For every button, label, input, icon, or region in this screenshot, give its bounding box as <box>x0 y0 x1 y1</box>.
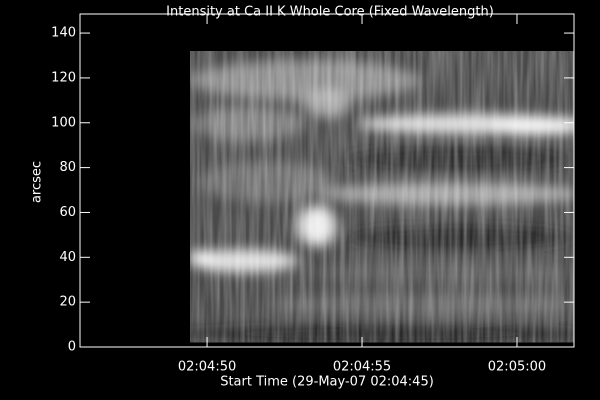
y-tick-label: 120 <box>51 70 76 85</box>
x-tick-label: 02:04:50 <box>178 360 236 375</box>
x-axis-label: Start Time (29-May-07 02:04:45) <box>220 375 434 390</box>
y-tick-label: 140 <box>51 26 76 41</box>
y-tick-label: 0 <box>68 340 76 355</box>
image-streaks <box>190 51 574 343</box>
y-tick-label: 80 <box>59 160 76 175</box>
y-tick-label: 40 <box>59 250 76 265</box>
chart-title: Intensity at Ca II K Whole Core (Fixed W… <box>166 5 494 20</box>
x-tick-label: 02:04:55 <box>333 360 391 375</box>
y-tick-label: 100 <box>51 115 76 130</box>
y-tick-label: 60 <box>59 205 76 220</box>
image-layer <box>190 51 574 343</box>
plot-frame <box>79 13 575 348</box>
y-tick-label: 20 <box>59 295 76 310</box>
x-tick-label: 02:05:00 <box>488 360 546 375</box>
y-axis-label: arcsec <box>30 161 45 203</box>
